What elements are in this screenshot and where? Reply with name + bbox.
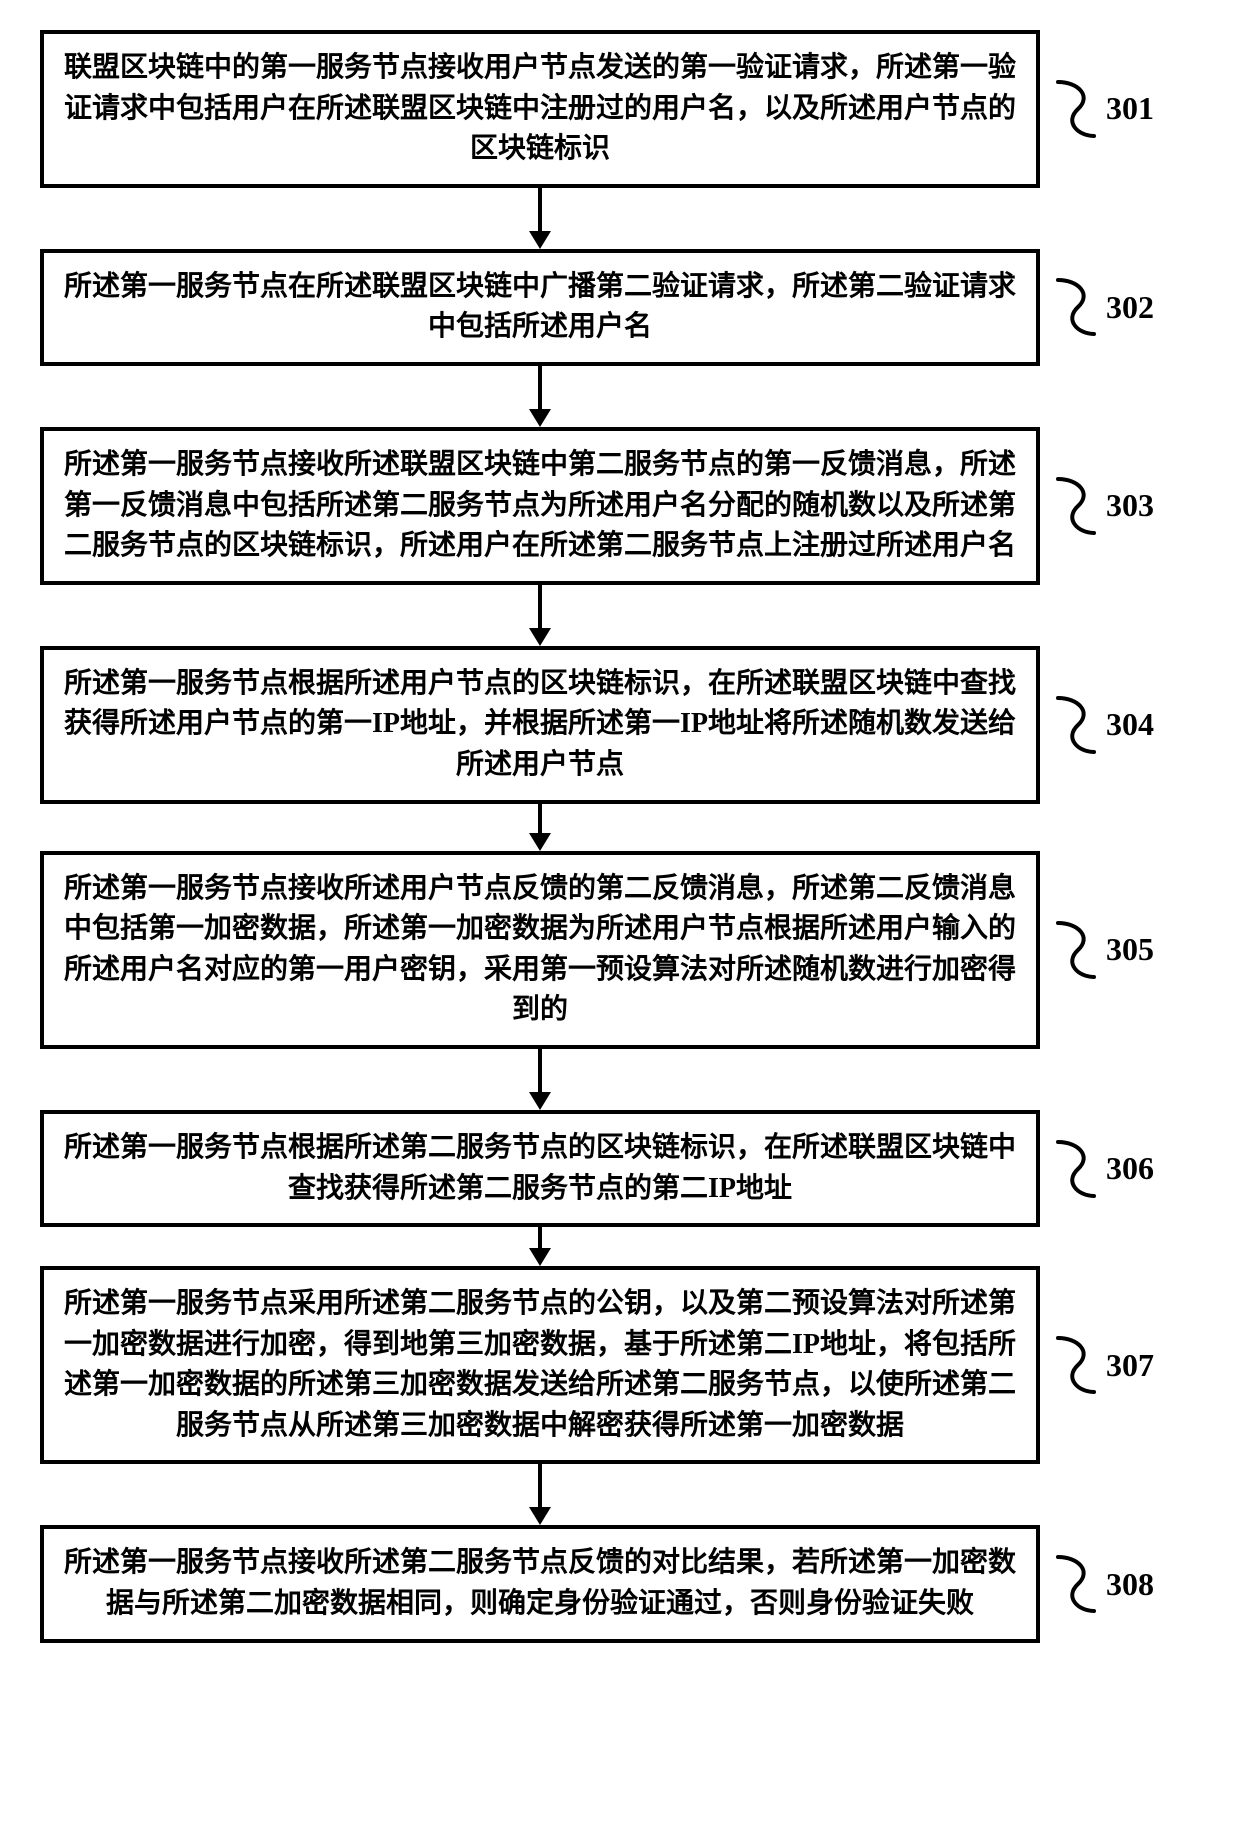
flow-step-row: 所述第一服务节点根据所述第二服务节点的区块链标识，在所述联盟区块链中查找获得所述… bbox=[40, 1110, 1200, 1227]
arrow-head-icon bbox=[529, 409, 551, 427]
flow-step-number: 304 bbox=[1106, 706, 1154, 743]
flow-step-number: 306 bbox=[1106, 1150, 1154, 1187]
arrow-line bbox=[538, 1227, 542, 1249]
arrow-line bbox=[538, 1049, 542, 1093]
flow-step-box: 联盟区块链中的第一服务节点接收用户节点发送的第一验证请求，所述第一验证请求中包括… bbox=[40, 30, 1040, 188]
flow-step-side: 308 bbox=[1050, 1549, 1200, 1619]
flow-step-side: 302 bbox=[1050, 272, 1200, 342]
flow-step-row: 所述第一服务节点接收所述联盟区块链中第二服务节点的第一反馈消息，所述第一反馈消息… bbox=[40, 427, 1200, 585]
flow-arrow bbox=[538, 585, 542, 646]
flow-step-row: 联盟区块链中的第一服务节点接收用户节点发送的第一验证请求，所述第一验证请求中包括… bbox=[40, 30, 1200, 188]
flow-step-row: 所述第一服务节点接收所述用户节点反馈的第二反馈消息，所述第二反馈消息中包括第一加… bbox=[40, 851, 1200, 1049]
flow-step-box: 所述第一服务节点接收所述用户节点反馈的第二反馈消息，所述第二反馈消息中包括第一加… bbox=[40, 851, 1040, 1049]
flow-arrow bbox=[538, 1049, 542, 1110]
flow-step-box: 所述第一服务节点接收所述第二服务节点反馈的对比结果，若所述第一加密数据与所述第二… bbox=[40, 1525, 1040, 1642]
flow-step-row: 所述第一服务节点接收所述第二服务节点反馈的对比结果，若所述第一加密数据与所述第二… bbox=[40, 1525, 1200, 1642]
squiggle-icon bbox=[1050, 1134, 1100, 1204]
arrow-head-icon bbox=[529, 833, 551, 851]
flow-step-box: 所述第一服务节点采用所述第二服务节点的公钥，以及第二预设算法对所述第一加密数据进… bbox=[40, 1266, 1040, 1464]
flow-step-side: 303 bbox=[1050, 471, 1200, 541]
flow-arrow bbox=[538, 1464, 542, 1525]
flow-step-box: 所述第一服务节点接收所述联盟区块链中第二服务节点的第一反馈消息，所述第一反馈消息… bbox=[40, 427, 1040, 585]
arrow-line bbox=[538, 188, 542, 232]
squiggle-icon bbox=[1050, 690, 1100, 760]
flow-step-side: 306 bbox=[1050, 1134, 1200, 1204]
arrow-line bbox=[538, 804, 542, 834]
squiggle-icon bbox=[1050, 1330, 1100, 1400]
arrow-head-icon bbox=[529, 1507, 551, 1525]
arrow-head-icon bbox=[529, 1248, 551, 1266]
flow-step-number: 301 bbox=[1106, 90, 1154, 127]
flow-step-number: 302 bbox=[1106, 289, 1154, 326]
squiggle-icon bbox=[1050, 1549, 1100, 1619]
arrow-line bbox=[538, 366, 542, 410]
arrow-line bbox=[538, 1464, 542, 1508]
flow-step-number: 305 bbox=[1106, 931, 1154, 968]
squiggle-icon bbox=[1050, 471, 1100, 541]
arrow-head-icon bbox=[529, 628, 551, 646]
flow-step-side: 305 bbox=[1050, 915, 1200, 985]
flow-step-number: 307 bbox=[1106, 1347, 1154, 1384]
flow-step-row: 所述第一服务节点在所述联盟区块链中广播第二验证请求，所述第二验证请求中包括所述用… bbox=[40, 249, 1200, 366]
flow-step-row: 所述第一服务节点根据所述用户节点的区块链标识，在所述联盟区块链中查找获得所述用户… bbox=[40, 646, 1200, 804]
flow-arrow bbox=[538, 188, 542, 249]
squiggle-icon bbox=[1050, 272, 1100, 342]
flow-arrow bbox=[538, 366, 542, 427]
flow-step-box: 所述第一服务节点根据所述第二服务节点的区块链标识，在所述联盟区块链中查找获得所述… bbox=[40, 1110, 1040, 1227]
flow-step-number: 308 bbox=[1106, 1566, 1154, 1603]
squiggle-icon bbox=[1050, 915, 1100, 985]
flow-step-row: 所述第一服务节点采用所述第二服务节点的公钥，以及第二预设算法对所述第一加密数据进… bbox=[40, 1266, 1200, 1464]
flow-step-box: 所述第一服务节点根据所述用户节点的区块链标识，在所述联盟区块链中查找获得所述用户… bbox=[40, 646, 1040, 804]
arrow-line bbox=[538, 585, 542, 629]
flow-step-side: 307 bbox=[1050, 1330, 1200, 1400]
flow-arrow bbox=[538, 804, 542, 851]
flow-step-side: 301 bbox=[1050, 74, 1200, 144]
flow-step-box: 所述第一服务节点在所述联盟区块链中广播第二验证请求，所述第二验证请求中包括所述用… bbox=[40, 249, 1040, 366]
flow-step-number: 303 bbox=[1106, 487, 1154, 524]
squiggle-icon bbox=[1050, 74, 1100, 144]
arrow-head-icon bbox=[529, 231, 551, 249]
flow-arrow bbox=[538, 1227, 542, 1266]
flow-step-side: 304 bbox=[1050, 690, 1200, 760]
arrow-head-icon bbox=[529, 1092, 551, 1110]
